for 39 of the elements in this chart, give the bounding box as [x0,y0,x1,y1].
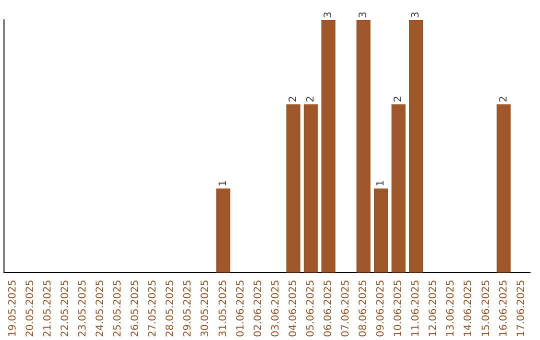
data-label: 3 [322,12,334,18]
x-tick-label: 25.05.2025 [112,280,124,338]
data-label: 1 [376,180,387,186]
x-tick-label: 26.05.2025 [130,280,142,338]
x-tick-label: 31.05.2025 [218,280,229,338]
data-label: 2 [288,96,299,102]
x-tick-label: 01.06.2025 [235,280,246,338]
x-tick-label: 27.05.2025 [148,280,159,338]
data-label: 3 [410,12,422,18]
x-tick-label: 19.05.2025 [7,280,18,338]
data-label: 2 [393,96,404,102]
x-tick-label: 22.05.2025 [60,280,71,338]
x-tick-label: 04.06.2025 [288,280,299,338]
x-tick-label: 13.06.2025 [446,280,457,338]
x-tick-label: 02.06.2025 [252,280,264,338]
x-tick-label: 29.05.2025 [182,280,194,338]
x-tick-label: 15.06.2025 [480,280,492,338]
x-tick-label: 24.05.2025 [95,280,106,338]
data-label: 3 [358,12,370,18]
x-tick-label: 28.05.2025 [165,280,176,338]
x-tick-label: 14.06.2025 [463,280,474,338]
x-tick-label: 07.06.2025 [340,280,352,338]
x-tick-label: 21.05.2025 [42,280,54,338]
x-tick-label: 23.05.2025 [77,280,88,338]
x-tick-label: 09.06.2025 [376,280,387,338]
x-tick-label: 11.06.2025 [410,280,422,338]
data-label: 2 [305,96,316,102]
x-tick-label: 20.05.2025 [24,280,36,338]
x-tick-label: 05.06.2025 [305,280,316,338]
data-label: 2 [498,96,510,102]
x-tick-label: 08.06.2025 [358,280,370,338]
x-tick-label: 30.05.2025 [200,280,212,338]
x-tick-label: 16.06.2025 [498,280,510,338]
data-label: 1 [218,180,229,186]
x-tick-label: 17.06.2025 [516,280,527,338]
x-tick-label: 10.06.2025 [393,280,404,338]
x-tick-label: 03.06.2025 [270,280,282,338]
x-tick-label: 06.06.2025 [322,280,334,338]
x-tick-label: 12.06.2025 [428,280,440,338]
